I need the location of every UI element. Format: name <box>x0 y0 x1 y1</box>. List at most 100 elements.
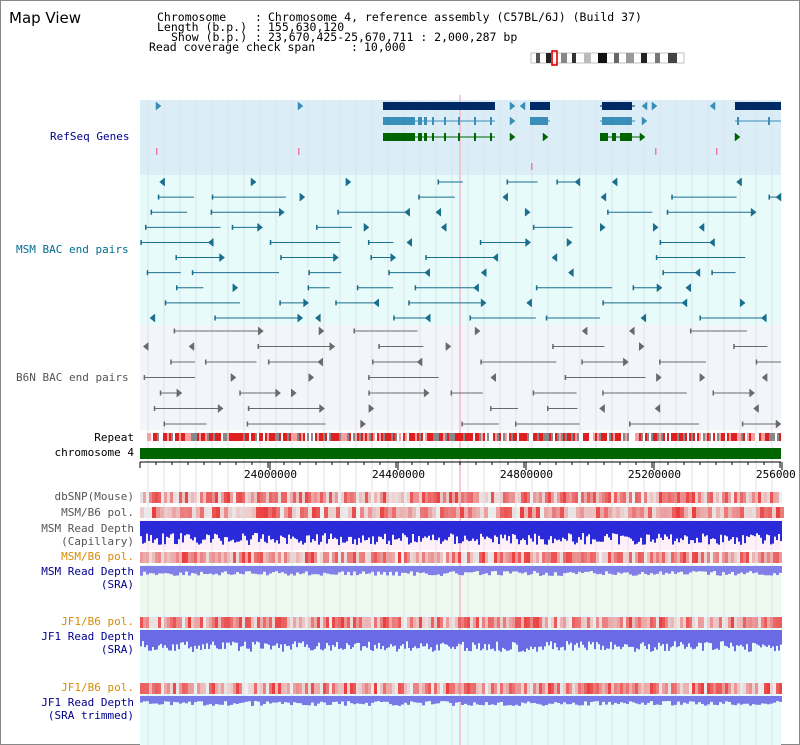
gene-marker[interactable] <box>734 132 741 142</box>
gene-marker[interactable] <box>297 101 304 111</box>
bac-end[interactable] <box>461 421 463 427</box>
bac-end-marker[interactable] <box>599 403 605 414</box>
bac-end[interactable] <box>367 239 370 245</box>
bac-end[interactable] <box>418 194 420 200</box>
bac-end[interactable] <box>602 300 604 306</box>
bac-end-marker[interactable] <box>435 207 442 217</box>
msm-bac-track[interactable] <box>140 177 782 323</box>
read-depth-tracks[interactable] <box>140 521 782 706</box>
bac-end[interactable] <box>159 390 162 396</box>
bac-end-marker[interactable] <box>656 372 662 383</box>
bac-end[interactable] <box>146 270 149 276</box>
bac-end[interactable] <box>581 359 583 365</box>
bac-end[interactable] <box>479 239 482 245</box>
bac-end-marker[interactable] <box>329 341 336 352</box>
bac-end[interactable] <box>662 270 664 276</box>
bac-end-marker[interactable] <box>761 372 768 383</box>
gene-marker[interactable] <box>651 101 658 111</box>
bac-end-marker[interactable] <box>551 253 558 263</box>
bac-end-marker[interactable] <box>230 372 237 383</box>
bac-end[interactable] <box>157 194 160 200</box>
bac-end[interactable] <box>552 344 554 349</box>
bac-end[interactable] <box>490 406 492 411</box>
bac-end-marker[interactable] <box>502 192 508 202</box>
gene-exon[interactable] <box>602 102 632 110</box>
bac-end-marker[interactable] <box>623 357 629 367</box>
bac-end[interactable] <box>632 285 635 291</box>
bac-end[interactable] <box>602 390 604 396</box>
bac-end-marker[interactable] <box>390 253 397 263</box>
bac-end-marker[interactable] <box>308 372 315 383</box>
gene-exon[interactable] <box>458 133 460 141</box>
bac-end[interactable] <box>711 270 713 276</box>
bac-end[interactable] <box>337 209 339 215</box>
bac-end[interactable] <box>356 285 359 291</box>
bac-end[interactable] <box>153 406 156 411</box>
bac-end-marker[interactable] <box>775 419 782 429</box>
chromosome-ideogram[interactable] <box>530 50 685 66</box>
bac-end[interactable] <box>164 300 167 306</box>
bac-end-marker[interactable] <box>360 419 366 429</box>
repeat-track[interactable] <box>145 433 781 441</box>
bac-end[interactable] <box>246 421 249 427</box>
bac-end[interactable] <box>145 224 147 230</box>
bac-end-marker[interactable] <box>363 222 370 232</box>
gene-exon[interactable] <box>458 117 460 125</box>
bac-end-marker[interactable] <box>638 341 645 352</box>
refseq-genes-track[interactable] <box>155 101 781 170</box>
bac-end[interactable] <box>532 390 535 396</box>
bac-end-marker[interactable] <box>656 283 663 293</box>
bac-end-marker[interactable] <box>599 222 606 232</box>
bac-end[interactable] <box>307 285 310 291</box>
bac-end-marker[interactable] <box>473 283 479 293</box>
bac-end[interactable] <box>515 421 517 427</box>
bac-end-marker[interactable] <box>445 341 452 352</box>
bac-end-marker[interactable] <box>314 313 321 323</box>
bac-end-marker[interactable] <box>440 222 447 232</box>
bac-end-marker[interactable] <box>404 207 410 217</box>
gene-exon[interactable] <box>600 133 608 141</box>
bac-end-marker[interactable] <box>424 268 430 278</box>
gene-exon[interactable] <box>474 133 476 141</box>
bac-end[interactable] <box>279 300 281 306</box>
gene-marker[interactable] <box>509 132 516 142</box>
bac-end[interactable] <box>211 194 214 200</box>
bac-end-marker[interactable] <box>416 357 423 367</box>
bac-end[interactable] <box>480 359 482 365</box>
bac-end[interactable] <box>556 179 558 185</box>
bac-end-marker[interactable] <box>739 298 746 308</box>
bac-end-marker[interactable] <box>319 403 325 414</box>
gene-exon[interactable] <box>737 117 739 125</box>
bac-end[interactable] <box>170 359 172 365</box>
bac-end-marker[interactable] <box>406 237 413 247</box>
gene-exon[interactable] <box>612 133 616 141</box>
bac-end-marker[interactable] <box>775 192 782 202</box>
bac-end-marker[interactable] <box>681 298 688 308</box>
bac-end-marker[interactable] <box>275 388 281 398</box>
bac-end[interactable] <box>414 285 417 291</box>
gene-exon[interactable] <box>602 117 632 125</box>
chromosome-bar[interactable] <box>140 448 781 459</box>
bac-end-marker[interactable] <box>424 313 431 323</box>
bac-end[interactable] <box>239 390 241 396</box>
bac-end-marker[interactable] <box>188 341 195 352</box>
bac-end-marker[interactable] <box>749 388 755 398</box>
bac-end[interactable] <box>768 194 770 200</box>
gene-exon[interactable] <box>490 117 492 125</box>
bac-end[interactable] <box>532 224 535 230</box>
bac-end[interactable] <box>269 239 272 245</box>
bac-end-marker[interactable] <box>297 313 304 323</box>
bac-end[interactable] <box>204 359 207 365</box>
bac-end[interactable] <box>163 421 166 427</box>
bac-end-marker[interactable] <box>652 222 659 232</box>
bac-end-marker[interactable] <box>333 253 339 263</box>
gene-tick[interactable] <box>156 148 158 155</box>
bac-end[interactable] <box>150 209 153 215</box>
bac-end[interactable] <box>368 375 370 380</box>
bac-end-marker[interactable] <box>709 237 715 247</box>
gene-exon[interactable] <box>383 102 495 110</box>
gene-exon[interactable] <box>444 117 446 125</box>
gene-tick[interactable] <box>655 148 657 155</box>
bac-end[interactable] <box>741 421 744 427</box>
